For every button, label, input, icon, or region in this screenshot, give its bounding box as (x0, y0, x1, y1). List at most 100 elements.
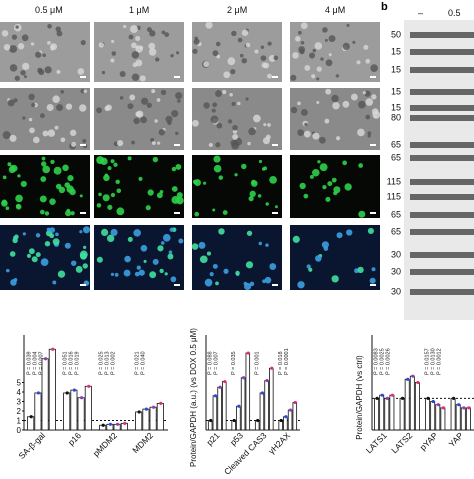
bar (399, 397, 405, 431)
cell (11, 34, 18, 40)
cell (149, 30, 156, 37)
cell (152, 156, 159, 163)
y-axis-title: Protein/GAPDH (vs ctrl) (355, 355, 364, 440)
cell (31, 256, 38, 263)
cell (304, 122, 308, 127)
cell (116, 207, 125, 216)
p-value: P = 0.0130 (431, 348, 437, 375)
mw-marker: 115 (387, 191, 401, 201)
cell (20, 180, 27, 188)
cell (82, 226, 91, 234)
scale-bar (80, 76, 86, 78)
bar (142, 408, 150, 431)
blot-band (410, 105, 474, 111)
cell (263, 62, 270, 69)
data-point (144, 407, 148, 411)
blot-band (410, 229, 474, 235)
cell (321, 241, 329, 249)
mw-marker: 30 (391, 266, 401, 276)
data-point (260, 391, 264, 395)
data-point (137, 410, 141, 414)
cell (322, 184, 327, 190)
cell (192, 119, 199, 127)
cell (65, 103, 73, 110)
cell (140, 97, 149, 105)
cell (9, 134, 17, 142)
cell (232, 124, 238, 131)
mw-marker: 65 (391, 139, 401, 149)
cell (365, 114, 371, 120)
cell (192, 179, 198, 185)
cell (316, 66, 322, 72)
cell (138, 269, 145, 276)
cell (331, 177, 337, 183)
cell (64, 242, 71, 249)
cell (269, 263, 277, 270)
data-point (380, 393, 384, 397)
cell (75, 265, 83, 273)
cell (367, 131, 372, 136)
cell (229, 93, 233, 97)
scale-bar (80, 284, 86, 286)
cell (9, 45, 18, 53)
cell (119, 96, 124, 100)
cell (22, 62, 30, 71)
cell (209, 272, 214, 277)
cell (160, 89, 167, 96)
cell (20, 70, 26, 76)
data-point (242, 376, 246, 380)
cell (42, 165, 51, 174)
cell (96, 203, 102, 208)
cell (131, 73, 140, 81)
cell (159, 268, 164, 274)
blot-band (410, 289, 474, 295)
cell (149, 271, 157, 279)
cell (49, 198, 56, 205)
cell (352, 40, 356, 44)
cell (148, 42, 156, 50)
cell (295, 36, 301, 42)
data-point (416, 380, 420, 385)
cell (364, 90, 371, 97)
cell (44, 211, 50, 216)
cell (135, 36, 141, 42)
p-value: P = 0.0026 (386, 348, 392, 375)
data-point (72, 388, 76, 392)
cell (312, 48, 317, 53)
blot-band (410, 269, 474, 275)
cell (102, 194, 110, 202)
bar (460, 407, 466, 431)
cell (123, 24, 127, 29)
bar (77, 397, 85, 431)
cell (199, 255, 208, 264)
bar (63, 392, 71, 431)
bar (283, 416, 288, 431)
cell (158, 129, 166, 136)
cell (98, 42, 105, 48)
cell (363, 44, 369, 50)
cell (267, 73, 272, 79)
cell (193, 38, 200, 45)
cell (65, 210, 72, 217)
data-point (152, 405, 156, 409)
p-value: P = 0.039 (27, 351, 33, 375)
cell (171, 110, 179, 118)
y-tick-label: 1 (17, 417, 22, 426)
cell (328, 35, 336, 43)
cell (2, 131, 11, 140)
cell (227, 119, 233, 124)
cell (1, 200, 8, 207)
cell (350, 93, 358, 101)
cell (239, 53, 244, 58)
cell (113, 162, 118, 167)
cell (370, 64, 378, 72)
scale-bar (370, 76, 376, 78)
cell (107, 166, 112, 171)
cell (362, 91, 366, 95)
p-value: P = 0.021 (135, 351, 141, 375)
cell (248, 196, 254, 202)
cell (356, 60, 361, 65)
cell (235, 270, 240, 276)
data-point (452, 396, 456, 400)
cell (176, 51, 180, 55)
